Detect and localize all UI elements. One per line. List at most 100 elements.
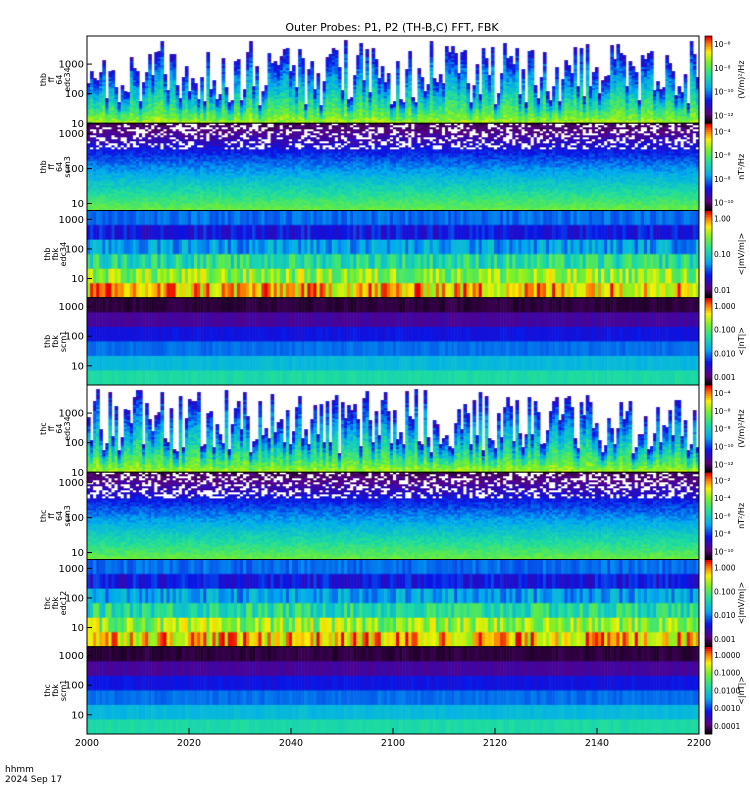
colorbar-segment	[705, 548, 712, 552]
colorbar-segment	[705, 173, 712, 177]
colorbar-segment	[705, 328, 712, 331]
y-tick-label: 1000	[59, 60, 84, 71]
colorbar-segment	[705, 245, 712, 249]
colorbar-segment	[705, 404, 712, 408]
panel-ylabel-line: fbk	[51, 247, 60, 260]
y-tick-label: 100	[65, 438, 84, 449]
y-tick-label: 10	[71, 119, 84, 130]
colorbar-segment	[705, 94, 712, 98]
colorbar-segment	[705, 302, 712, 305]
colorbar-segment	[705, 51, 712, 54]
colorbar-segment	[705, 221, 712, 225]
colorbar-segment	[705, 587, 712, 591]
colorbar-segment	[705, 437, 712, 441]
colorbar-segment	[705, 430, 712, 434]
colorbar-segment	[705, 395, 712, 399]
colorbar-tick-label: 0.0010	[714, 704, 740, 713]
colorbar-segment	[705, 400, 712, 403]
colorbar-segment	[705, 422, 712, 425]
colorbar-segment	[705, 212, 712, 216]
colorbar-segment	[705, 260, 712, 264]
colorbar-segment	[705, 232, 712, 235]
colorbar-segment	[705, 686, 712, 689]
colorbar-segment	[705, 295, 712, 299]
colorbar-segment	[705, 491, 712, 495]
colorbar-segment	[705, 459, 712, 462]
colorbar-segment	[705, 729, 712, 733]
panel-ylabel-line: fbk	[51, 335, 60, 348]
y-tick-label: 1000	[59, 302, 84, 313]
colorbar-segment	[705, 638, 712, 641]
colorbar-segment	[705, 38, 712, 41]
colorbar-segment	[705, 46, 712, 50]
colorbar-segment	[705, 533, 712, 537]
colorbar-segment	[705, 79, 712, 83]
colorbar-tick-label: 0.10	[714, 250, 731, 259]
colorbar-tick-label: 0.010	[714, 611, 736, 620]
colorbar-segment	[705, 66, 712, 70]
colorbar-segment	[705, 363, 712, 366]
colorbar-segment	[705, 461, 712, 465]
colorbar-segment	[705, 354, 712, 358]
colorbar-segment	[705, 485, 712, 489]
colorbar-tick-label: 10⁻⁶	[714, 40, 731, 49]
colorbar-segment	[705, 568, 712, 571]
colorbar-segment	[705, 531, 712, 534]
colorbar-segment	[705, 101, 712, 105]
colorbar-segment	[705, 487, 712, 491]
colorbar-label: <|mV/m|>	[737, 582, 746, 625]
colorbar-segment	[705, 688, 712, 691]
colorbar-segment	[705, 73, 712, 76]
colorbar-segment	[705, 712, 712, 715]
colorbar-segment	[705, 659, 712, 663]
colorbar-segment	[705, 208, 712, 211]
colorbar-tick-label: 10⁻¹²	[714, 460, 734, 469]
colorbar-segment	[705, 356, 712, 360]
colorbar-segment	[705, 136, 712, 140]
colorbar-tick-label: 0.001	[714, 373, 736, 382]
panel-ylabel-line: 64	[55, 424, 64, 434]
colorbar-segment	[705, 725, 712, 728]
panel-ylabel-line: edc34	[59, 242, 68, 267]
colorbar-segment	[705, 382, 712, 386]
colorbar-segment	[705, 195, 712, 198]
colorbar-segment	[705, 326, 712, 329]
colorbar-segment	[705, 234, 712, 238]
colorbar-segment	[705, 280, 712, 283]
colorbar-segment	[705, 618, 712, 622]
panel-ylabel: thc ff 64 edc34	[39, 416, 72, 441]
colorbar-segment	[705, 385, 712, 388]
colorbar-label: (V/m)²/Hz	[737, 60, 746, 98]
colorbar-segment	[705, 75, 712, 78]
colorbar-segment	[705, 504, 712, 508]
colorbar-segment	[705, 585, 712, 589]
colorbar-segment	[705, 171, 712, 174]
colorbar-segment	[705, 699, 712, 702]
y-tick-label: 10	[71, 623, 84, 634]
colorbar-segment	[705, 539, 712, 543]
colorbar-tick-label: 10⁻⁸	[714, 64, 731, 73]
colorbar-tick-label: 10⁻¹²	[714, 111, 734, 120]
colorbar-segment	[705, 219, 712, 222]
colorbar-segment	[705, 701, 712, 704]
panel-ylabel-line: 64	[55, 511, 64, 521]
colorbar-segment	[705, 439, 712, 443]
colorbar-segment	[705, 299, 712, 303]
colorbar-segment	[705, 182, 712, 185]
y-tick-label: 100	[65, 681, 84, 692]
colorbar-segment	[705, 57, 712, 61]
colorbar-segment	[705, 631, 712, 635]
colorbar-segment	[705, 546, 712, 550]
colorbar-segment	[705, 225, 712, 229]
colorbar-segment	[705, 478, 712, 482]
colorbar-segment	[705, 86, 712, 89]
colorbar-segment	[705, 518, 712, 521]
colorbar-tick-label: 10⁻⁶	[714, 151, 731, 160]
colorbar-segment	[705, 424, 712, 427]
colorbar-segment	[705, 581, 712, 584]
spectrogram-panel: 10 100 1000 thb fbk edc34 1.00 0.10 0.01 <|mV/m|>	[43, 210, 746, 299]
colorbar-segment	[705, 210, 712, 214]
spectrogram-image	[87, 297, 699, 385]
colorbar-segment	[705, 683, 712, 687]
